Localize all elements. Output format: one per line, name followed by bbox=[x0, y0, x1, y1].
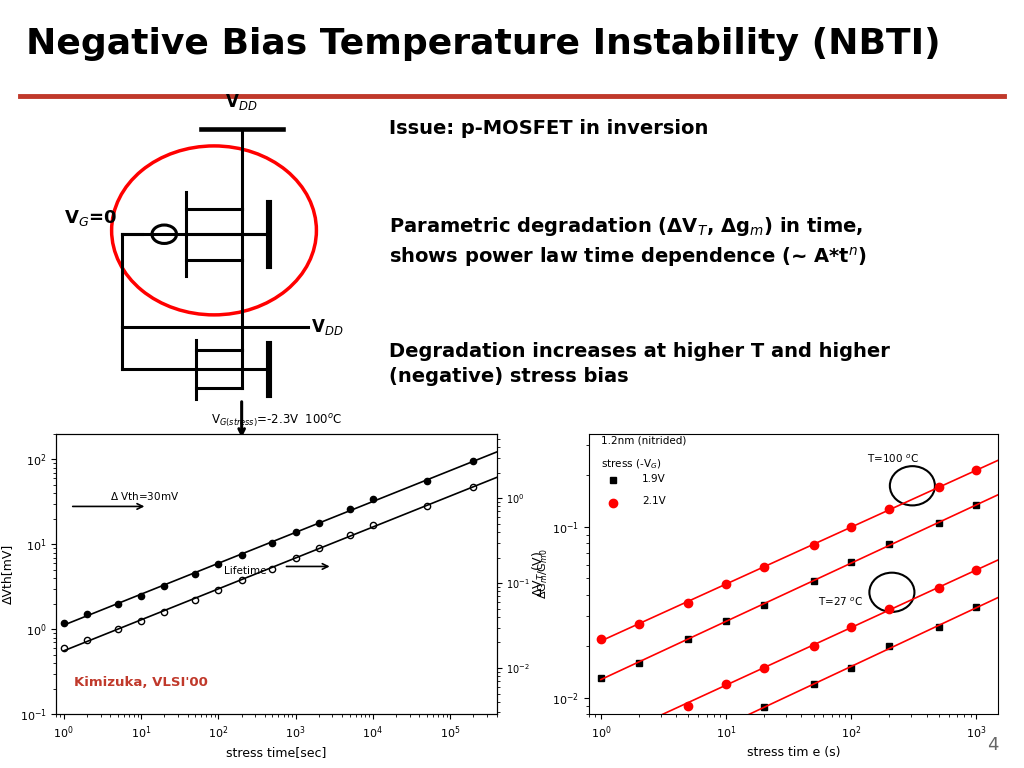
Text: Lifetime: Lifetime bbox=[224, 566, 267, 576]
Text: V$_{DD}$: V$_{DD}$ bbox=[225, 91, 258, 111]
Text: V$_{G(stress)}$=-2.3V  100$^o$C: V$_{G(stress)}$=-2.3V 100$^o$C bbox=[211, 412, 342, 430]
X-axis label: stress time[sec]: stress time[sec] bbox=[226, 746, 327, 759]
Text: V$_{DD}$: V$_{DD}$ bbox=[311, 317, 344, 337]
Text: 1.9V: 1.9V bbox=[642, 474, 666, 484]
Text: 4: 4 bbox=[987, 737, 998, 754]
Text: T=27 $^o$C: T=27 $^o$C bbox=[818, 596, 863, 608]
Text: Degradation increases at higher T and higher
(negative) stress bias: Degradation increases at higher T and hi… bbox=[389, 342, 890, 386]
Y-axis label: ΔV$_T$ (V): ΔV$_T$ (V) bbox=[530, 551, 547, 598]
Text: Parametric degradation (ΔV$_T$, Δg$_m$) in time,
shows power law time dependence: Parametric degradation (ΔV$_T$, Δg$_m$) … bbox=[389, 215, 866, 269]
Text: 1.2nm (nitrided): 1.2nm (nitrided) bbox=[601, 435, 686, 445]
Y-axis label: $\Delta$G$_m$/G$_{m0}$: $\Delta$G$_m$/G$_{m0}$ bbox=[536, 549, 550, 599]
X-axis label: stress tim e (s): stress tim e (s) bbox=[746, 746, 841, 759]
Text: V$_G$=0: V$_G$=0 bbox=[63, 208, 117, 228]
Text: Kimizuka, VLSI'00: Kimizuka, VLSI'00 bbox=[74, 676, 208, 689]
Text: stress (-V$_G$): stress (-V$_G$) bbox=[601, 458, 662, 472]
Text: T=100 $^o$C: T=100 $^o$C bbox=[867, 453, 920, 465]
Text: Negative Bias Temperature Instability (NBTI): Negative Bias Temperature Instability (N… bbox=[26, 27, 940, 61]
Y-axis label: ΔVth[mV]: ΔVth[mV] bbox=[1, 544, 14, 604]
Text: 2.1V: 2.1V bbox=[642, 496, 666, 506]
Text: $\Delta$ Vth=30mV: $\Delta$ Vth=30mV bbox=[111, 491, 179, 502]
Text: Issue: p-MOSFET in inversion: Issue: p-MOSFET in inversion bbox=[389, 119, 709, 138]
